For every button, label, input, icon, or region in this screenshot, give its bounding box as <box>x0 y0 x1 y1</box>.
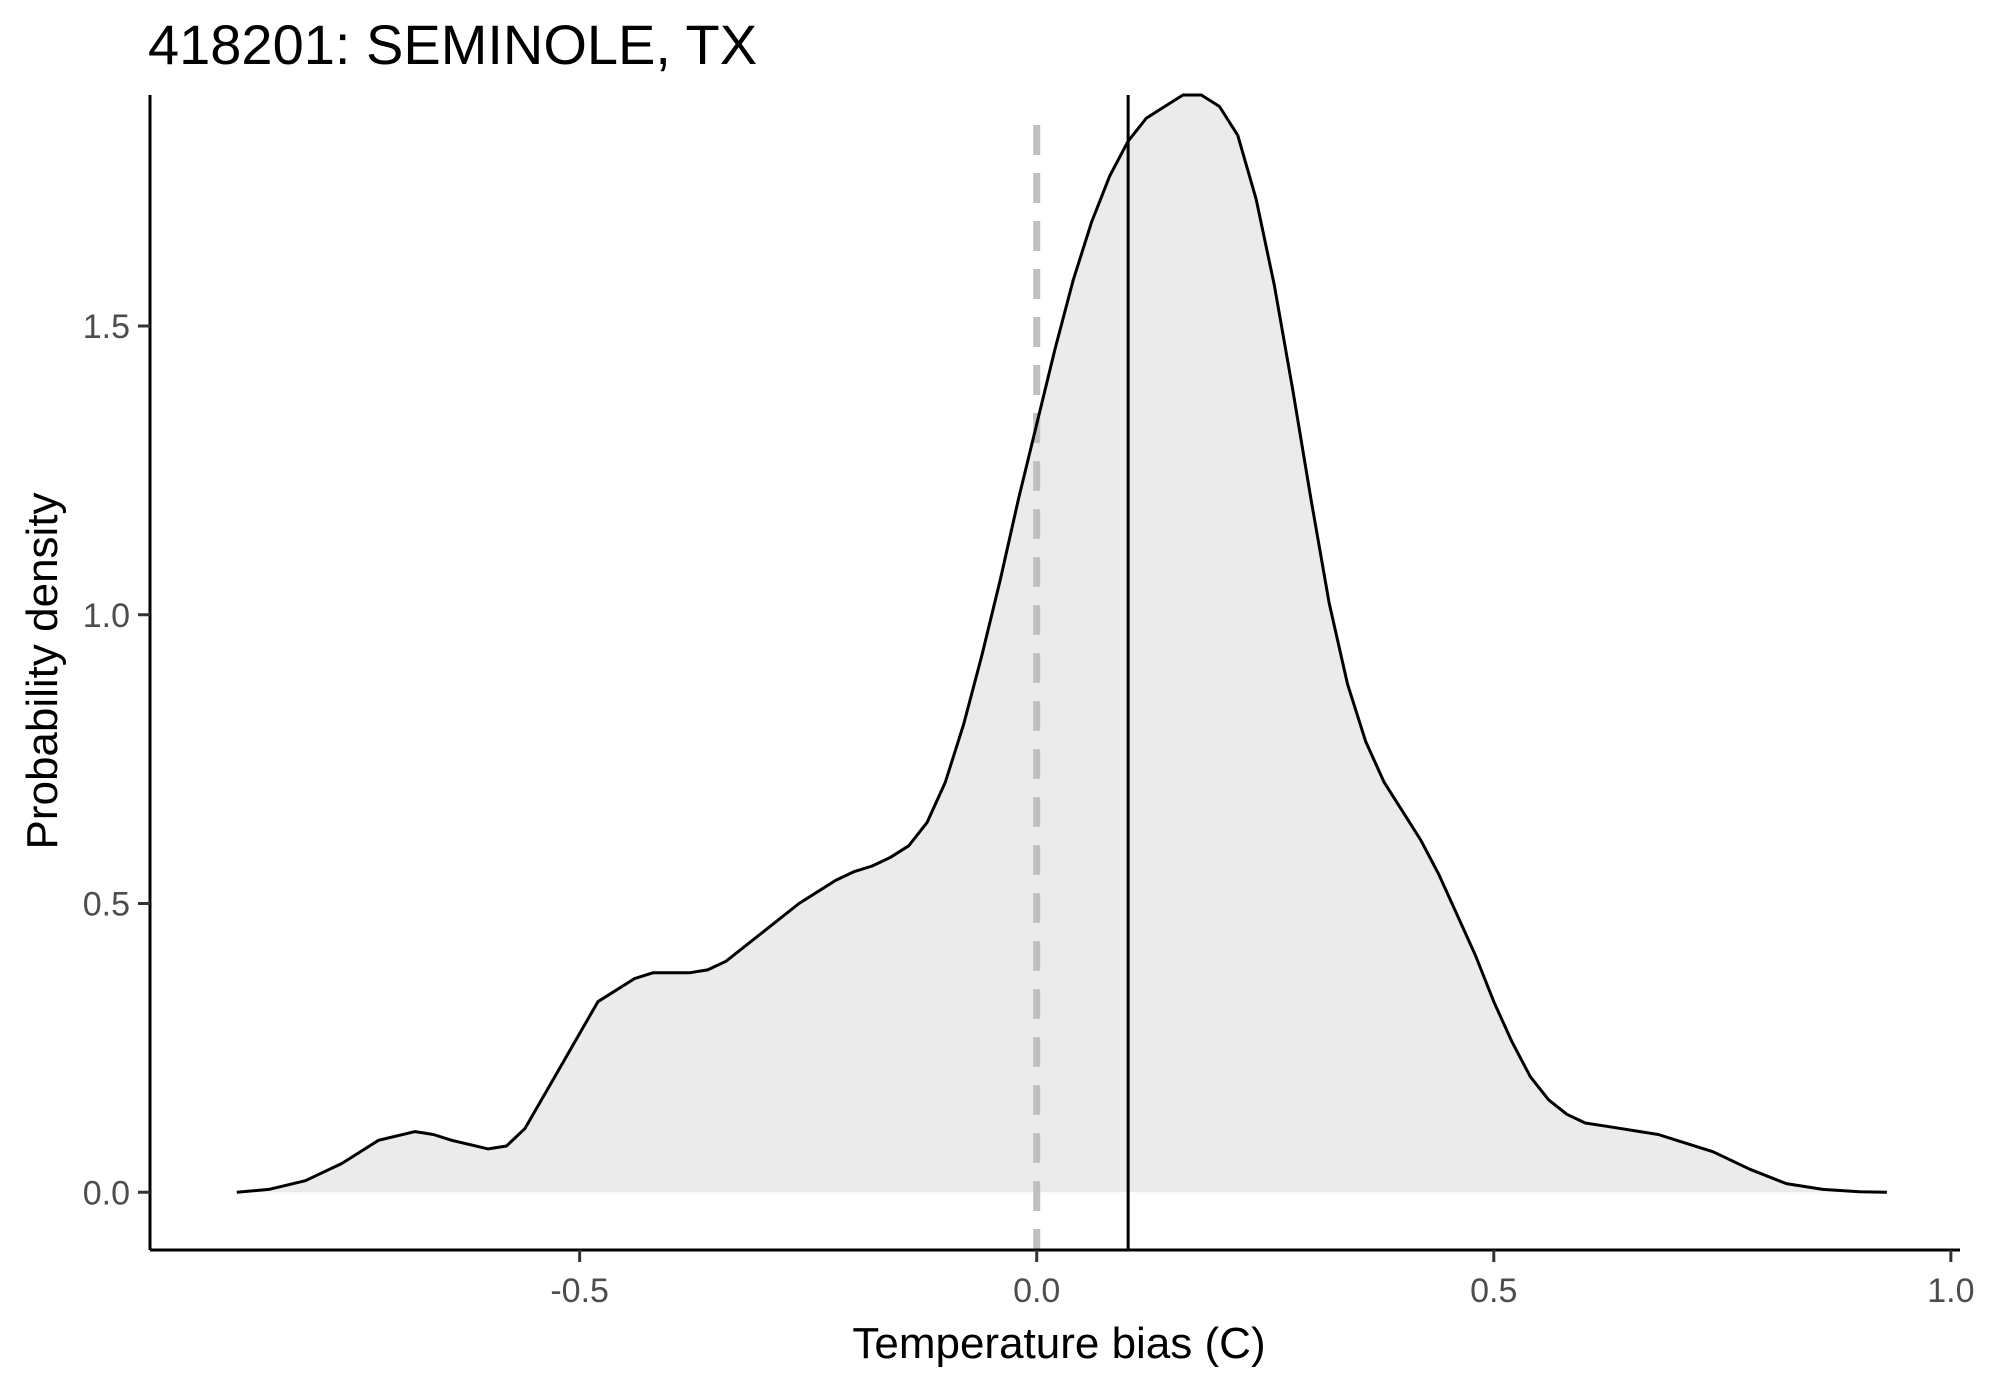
density-area-fill <box>236 95 1887 1193</box>
plot-area <box>236 93 1887 1250</box>
y-tick-label: 1.5 <box>83 308 130 346</box>
x-tick-label: 1.0 <box>1927 1272 1974 1310</box>
x-tick-label: 0.5 <box>1470 1272 1517 1310</box>
y-tick-label: 1.0 <box>83 597 130 635</box>
x-tick-label: 0.0 <box>1013 1272 1060 1310</box>
y-tick-label: 0.5 <box>83 886 130 924</box>
x-tick-label: -0.5 <box>550 1272 609 1310</box>
y-tick-label: 0.0 <box>83 1174 130 1212</box>
y-axis-title: Probability density <box>18 492 67 849</box>
density-curve <box>236 93 1887 1194</box>
axes: -0.5 0.0 0.5 1.0 0.0 0.5 1.0 1.5 <box>83 95 1974 1310</box>
chart-title: 418201: SEMINOLE, TX <box>148 13 757 76</box>
x-axis-title: Temperature bias (C) <box>852 1319 1265 1368</box>
